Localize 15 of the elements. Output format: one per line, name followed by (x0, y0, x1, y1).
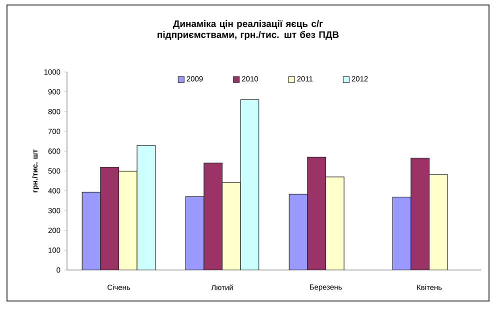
bar (325, 176, 344, 270)
bar (428, 174, 448, 270)
bar (222, 182, 241, 270)
bar (136, 145, 156, 270)
bar (410, 158, 430, 270)
bar (240, 99, 260, 270)
bar (100, 166, 120, 270)
bar (392, 196, 412, 270)
bar (118, 170, 138, 270)
bar (288, 194, 308, 270)
bar (185, 196, 204, 270)
bar (204, 162, 223, 270)
bar (82, 192, 101, 270)
bar (307, 156, 326, 270)
chart-title: Динаміка цін реалізації яєць с/г підприємствами, грн./тис. шт без ПДВ (158, 20, 339, 40)
